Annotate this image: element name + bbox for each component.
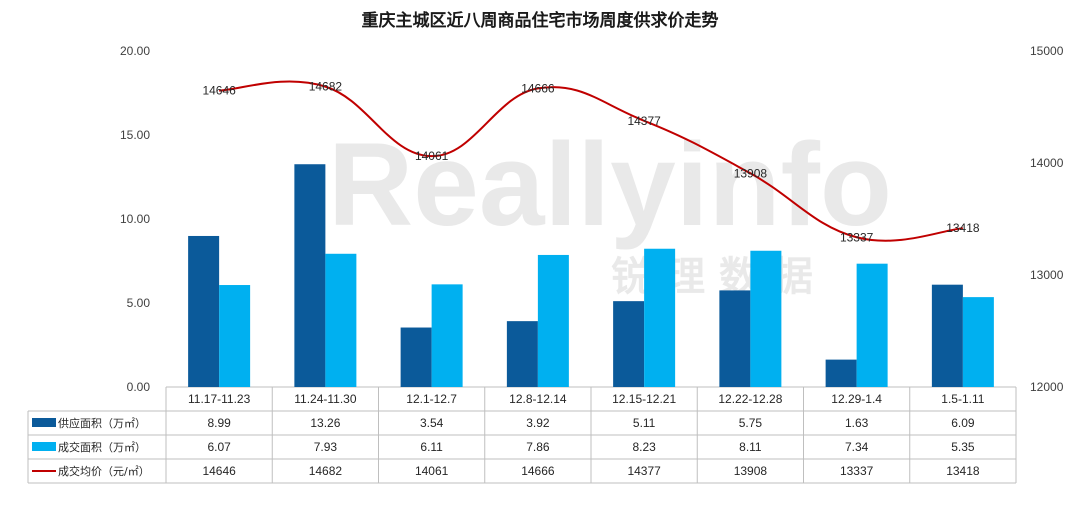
bar-supply (825, 359, 857, 387)
table-cell: 13908 (734, 464, 768, 478)
price-data-label: 14377 (627, 114, 661, 128)
legend-label: 供应面积（万㎡） (58, 416, 146, 430)
table-cell: 5.11 (633, 416, 656, 430)
category-label: 1.5-1.11 (941, 392, 984, 406)
y-right-tick-label: 15000 (1030, 44, 1064, 58)
y-left-tick-label: 0.00 (127, 380, 151, 394)
bar-supply (294, 164, 326, 387)
price-data-label: 14061 (415, 149, 449, 163)
price-data-label: 13418 (946, 221, 980, 235)
bar-deal (325, 253, 357, 387)
table-cell: 14666 (521, 464, 555, 478)
table-cell: 3.92 (526, 416, 550, 430)
price-line: 14646 14682 14061 14666 14377 13908 13337 13418 (202, 80, 979, 245)
y-right-tick-label: 12000 (1030, 380, 1064, 394)
table-cell: 1.63 (845, 416, 869, 430)
data-table: 11.17-11.23 11.24-11.30 12.1-12.7 12.8-12.1… (27, 387, 1017, 484)
legend-swatch (32, 442, 56, 451)
bar-deal (962, 297, 994, 387)
table-cell: 13337 (840, 464, 874, 478)
price-data-label: 13337 (840, 230, 874, 244)
legend-swatch (32, 418, 56, 427)
category-label: 12.15-12.21 (612, 392, 676, 406)
price-data-label: 13908 (734, 166, 768, 180)
y-right-tick-label: 13000 (1030, 268, 1064, 282)
y-left-tick-label: 15.00 (120, 128, 150, 142)
price-data-label: 14682 (309, 80, 343, 94)
table-cell: 13.26 (310, 416, 340, 430)
table-cell: 3.54 (420, 416, 444, 430)
y-right-tick-label: 14000 (1030, 156, 1064, 170)
bar-deal (219, 285, 251, 387)
category-label: 12.29-1.4 (831, 392, 882, 406)
axes: 0.00 5.00 10.00 15.00 20.00 12000 13000 14000 15… (120, 44, 1064, 394)
legend-label: 成交均价（元/㎡） (58, 464, 150, 478)
bar-supply (613, 301, 645, 387)
y-left-tick-label: 20.00 (120, 44, 150, 58)
bar-supply (931, 284, 963, 387)
table-cell: 8.11 (739, 440, 762, 454)
bar-supply (400, 327, 432, 387)
table-cell: 8.23 (632, 440, 656, 454)
table-cell: 6.11 (420, 440, 443, 454)
table-cell: 7.86 (526, 440, 550, 454)
table-cell: 14682 (309, 464, 343, 478)
legend-label: 成交面积（万㎡） (58, 440, 146, 454)
category-label: 12.22-12.28 (718, 392, 782, 406)
y-left-tick-label: 10.00 (120, 212, 150, 226)
chart-title: 重庆主城区近八周商品住宅市场周度供求价走势 (362, 10, 719, 31)
category-label: 11.17-11.23 (188, 392, 251, 406)
table-cell: 14646 (202, 464, 236, 478)
category-label: 12.8-12.14 (509, 392, 567, 406)
table-cell: 8.99 (207, 416, 231, 430)
bars (188, 164, 994, 387)
table-cell: 5.35 (951, 440, 975, 454)
bar-deal (537, 254, 569, 387)
price-line-path (219, 80, 963, 242)
table-cell: 7.93 (314, 440, 338, 454)
category-label: 11.24-11.30 (294, 392, 357, 406)
table-cell: 5.75 (739, 416, 763, 430)
bar-deal (431, 284, 463, 387)
price-data-label: 14646 (202, 84, 236, 98)
bar-deal (750, 250, 782, 387)
table-cell: 7.34 (845, 440, 869, 454)
bar-supply (719, 290, 751, 387)
bar-supply (506, 321, 538, 387)
watermark-logo: Reallyinfo (328, 119, 892, 251)
price-data-label: 14666 (521, 81, 555, 95)
table-cell: 14061 (415, 464, 449, 478)
bar-deal (856, 263, 888, 387)
y-left-tick-label: 5.00 (127, 296, 151, 310)
table-cell: 6.09 (951, 416, 975, 430)
table-cell: 6.07 (207, 440, 231, 454)
table-cell: 13418 (946, 464, 980, 478)
bar-deal (644, 248, 676, 387)
category-label: 12.1-12.7 (406, 392, 457, 406)
watermark-subtitle: 锐 理 数 据 (611, 254, 813, 300)
bar-supply (188, 235, 220, 387)
table-cell: 14377 (627, 464, 661, 478)
